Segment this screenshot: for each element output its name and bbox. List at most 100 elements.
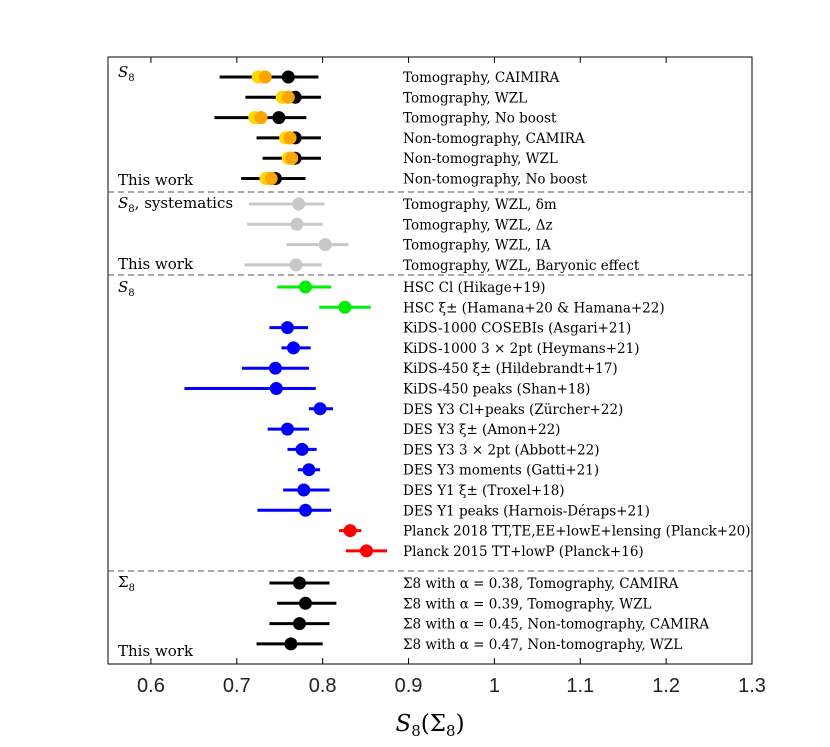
- row-label: Tomography, No boost: [403, 111, 557, 127]
- data-point-overlay: [254, 111, 268, 125]
- plot-frame: [107, 56, 753, 665]
- panel-footer: This work: [118, 255, 194, 273]
- data-row: Σ8 with α = 0.38, Tomography, CAMIRA: [269, 576, 679, 592]
- row-label: HSC ξ± (Hamana+20 & Hamana+22): [403, 300, 665, 316]
- data-point: [343, 524, 357, 538]
- x-tick-label: 0.7: [223, 675, 251, 697]
- data-point: [298, 596, 312, 610]
- data-row: Tomography, CAIMIRA: [219, 70, 560, 86]
- data-row: Tomography, WZL, Δz: [247, 217, 553, 233]
- row-label: Tomography, WZL, Baryonic effect: [403, 258, 640, 274]
- row-label: Tomography, WZL, Δz: [403, 217, 553, 233]
- data-point: [297, 483, 311, 497]
- data-row: HSC ξ± (Hamana+20 & Hamana+22): [319, 300, 665, 316]
- data-row: Non-tomography, WZL: [262, 151, 558, 167]
- data-row: Σ8 with α = 0.47, Non-tomography, WZL: [256, 637, 682, 653]
- data-point: [292, 197, 306, 211]
- row-label: DES Y1 peaks (Harnois-Déraps+21): [403, 503, 650, 519]
- panel-title: Σ8: [118, 573, 135, 594]
- data-row: Σ8 with α = 0.45, Non-tomography, CAMIRA: [269, 617, 709, 633]
- data-point: [313, 402, 327, 416]
- data-point: [281, 70, 295, 84]
- data-point: [289, 258, 303, 272]
- panel-footer: This work: [118, 171, 194, 189]
- data-row: DES Y1 peaks (Harnois-Déraps+21): [257, 503, 650, 519]
- data-point: [298, 280, 312, 294]
- row-label: DES Y1 ξ± (Troxel+18): [403, 483, 565, 499]
- row-label: Tomography, WZL, IA: [403, 238, 551, 254]
- data-point: [280, 321, 294, 335]
- data-point: [286, 341, 300, 355]
- data-point: [295, 442, 309, 456]
- data-point-overlay: [283, 131, 297, 145]
- data-row: DES Y3 3 × 2pt (Abbott+22): [287, 442, 599, 458]
- data-row: Planck 2018 TT,TE,EE+lowE+lensing (Planc…: [338, 524, 751, 540]
- data-row: Planck 2015 TT+lowP (Planck+16): [345, 544, 644, 560]
- data-row: Non-tomography, CAMIRA: [256, 131, 585, 147]
- data-point-overlay: [264, 172, 278, 185]
- row-label: Non-tomography, CAMIRA: [403, 131, 585, 147]
- data-point: [268, 361, 282, 375]
- row-label: DES Y3 3 × 2pt (Abbott+22): [403, 442, 599, 458]
- panel-footer: This work: [118, 642, 194, 660]
- data-row: DES Y1 ξ± (Troxel+18): [283, 483, 565, 499]
- data-point: [318, 238, 332, 252]
- data-point: [280, 422, 294, 436]
- row-label: KiDS-450 peaks (Shan+18): [403, 382, 590, 398]
- panel-title: S8: [118, 63, 135, 84]
- data-row: Tomography, WZL: [245, 90, 527, 106]
- data-point-overlay: [285, 151, 299, 165]
- data-point-overlay: [281, 90, 295, 104]
- x-tick-label: 1.3: [738, 675, 766, 697]
- row-label: Non-tomography, WZL: [403, 151, 558, 167]
- panel-title: S8: [118, 278, 135, 299]
- row-label: DES Y3 Cl+peaks (Zürcher+22): [403, 402, 623, 418]
- data-row: DES Y3 Cl+peaks (Zürcher+22): [308, 402, 623, 418]
- data-point-overlay: [258, 70, 272, 84]
- data-row: KiDS-1000 3 × 2pt (Heymans+21): [281, 341, 640, 357]
- row-label: DES Y3 moments (Gatti+21): [403, 463, 599, 479]
- data-point: [302, 463, 316, 477]
- row-label: Tomography, WZL, δm: [403, 197, 557, 213]
- data-row: DES Y3 ξ± (Amon+22): [267, 422, 560, 438]
- data-point: [292, 576, 306, 590]
- row-label: KiDS-1000 COSEBIs (Asgari+21): [403, 321, 631, 337]
- data-point: [269, 382, 283, 395]
- data-point: [338, 300, 352, 314]
- data-row: KiDS-450 ξ± (Hildebrandt+17): [241, 361, 618, 377]
- x-tick-label: 1.1: [566, 675, 594, 697]
- row-label: Planck 2018 TT,TE,EE+lowE+lensing (Planc…: [403, 524, 751, 540]
- data-row: Non-tomography, No boost: [241, 172, 588, 188]
- data-point: [284, 637, 298, 651]
- data-row: Tomography, WZL, IA: [286, 238, 551, 254]
- data-row: KiDS-450 peaks (Shan+18): [184, 382, 590, 398]
- data-point: [290, 217, 304, 231]
- data-row: Tomography, WZL, δm: [248, 197, 557, 213]
- x-axis-label: S8(Σ8): [395, 711, 464, 740]
- row-label: KiDS-450 ξ± (Hildebrandt+17): [403, 361, 618, 377]
- row-label: DES Y3 ξ± (Amon+22): [403, 422, 560, 438]
- row-label: Non-tomography, No boost: [403, 172, 588, 188]
- x-tick-label: 0.8: [309, 675, 337, 697]
- row-label: HSC Cl (Hikage+19): [403, 280, 546, 296]
- x-tick-label: 1.2: [652, 675, 680, 697]
- data-row: KiDS-1000 COSEBIs (Asgari+21): [269, 321, 631, 337]
- data-row: HSC Cl (Hikage+19): [277, 280, 546, 296]
- row-label: Planck 2015 TT+lowP (Planck+16): [403, 544, 644, 560]
- row-label: Tomography, CAIMIRA: [403, 70, 560, 86]
- data-row: Σ8 with α = 0.39, Tomography, WZL: [277, 596, 652, 612]
- data-row: DES Y3 moments (Gatti+21): [297, 463, 599, 479]
- row-label: Σ8 with α = 0.45, Non-tomography, CAMIRA: [403, 617, 709, 633]
- row-label: Tomography, WZL: [403, 90, 527, 106]
- data-point: [272, 111, 286, 125]
- data-point: [359, 544, 373, 558]
- row-label: Σ8 with α = 0.38, Tomography, CAMIRA: [403, 576, 679, 592]
- x-tick-label: 0.6: [137, 675, 165, 697]
- row-label: KiDS-1000 3 × 2pt (Heymans+21): [403, 341, 640, 357]
- data-row: Tomography, No boost: [214, 111, 557, 127]
- data-point: [298, 503, 312, 517]
- panel-title: S8, systematics: [118, 194, 233, 215]
- row-label: Σ8 with α = 0.39, Tomography, WZL: [403, 596, 652, 612]
- row-label: Σ8 with α = 0.47, Non-tomography, WZL: [403, 637, 682, 653]
